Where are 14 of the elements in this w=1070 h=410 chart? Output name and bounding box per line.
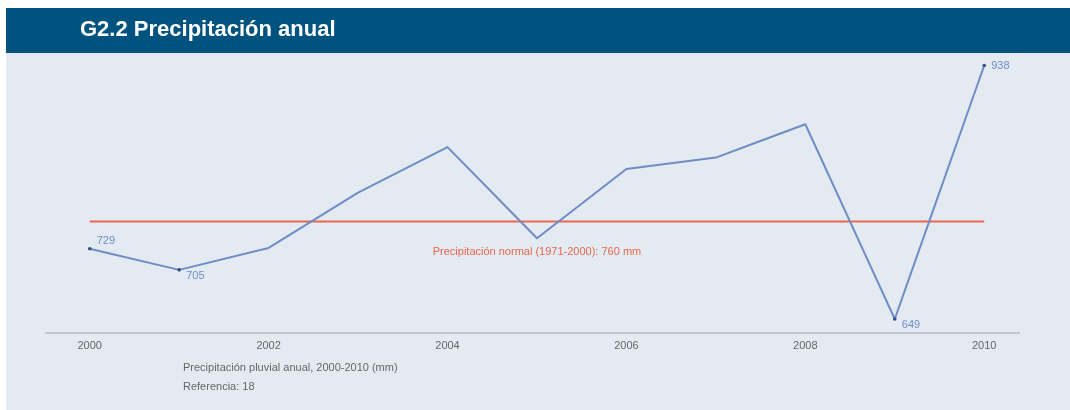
x-tick-label: 2000 [77, 338, 102, 351]
data-label: 938 [991, 59, 1010, 72]
text: Referencia: 18 [183, 380, 255, 392]
x-tick-label: 2004 [435, 338, 460, 351]
data-label: 705 [186, 268, 205, 281]
chart-title: G2.2 Precipitación anual [80, 15, 336, 43]
x-tick-label: 2010 [971, 338, 997, 351]
data-label: 649 [901, 317, 921, 330]
x-tick-label: 2008 [793, 338, 818, 351]
data-label: 729 [96, 233, 116, 246]
ref-line-label: Precipitación normal (1971-2000): 760 mm [432, 245, 642, 258]
x-tick-label: 2006 [614, 338, 639, 351]
text: Precipitación pluvial anual, 2000-2010 (mm) [183, 361, 398, 373]
x-tick-label: 2002 [256, 338, 281, 351]
